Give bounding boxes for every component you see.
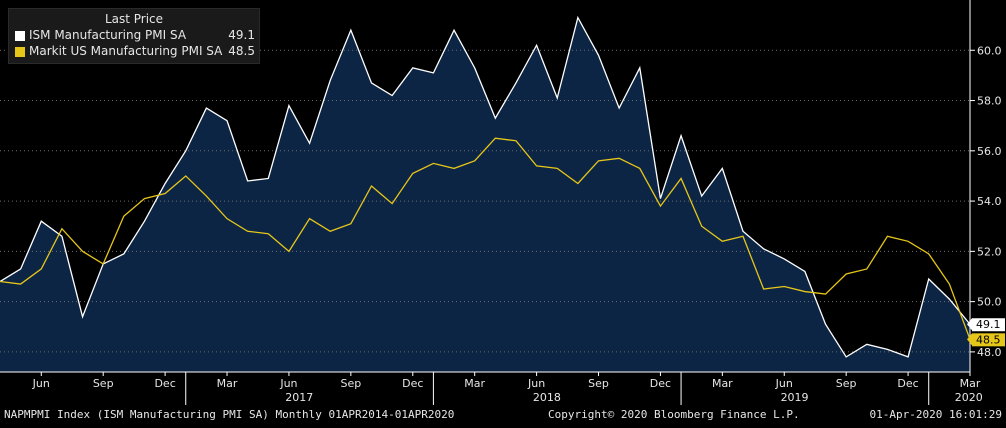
y-tick-label-50.0: 50.0 [977, 296, 1002, 309]
legend-value-ism: 49.1 [228, 28, 255, 42]
series-line-markit [0, 137, 971, 340]
x-tick-label-4: Jun [279, 377, 297, 390]
footer-security-info: NAPMPMI Index (ISM Manufacturing PMI SA)… [4, 408, 455, 421]
x-tick-label-6: Dec [402, 377, 423, 390]
x-tick-label-9: Sep [588, 377, 609, 390]
ism-area [0, 17, 970, 372]
footer-copyright: Copyright© 2020 Bloomberg Finance L.P. [548, 408, 800, 421]
y-tick-label-60.0: 60.0 [977, 44, 1002, 57]
legend: Last Price ISM Manufacturing PMI SA 49.1… [8, 8, 260, 64]
x-tick-label-10: Dec [650, 377, 671, 390]
x-tick-label-0: Jun [32, 377, 50, 390]
x-tick-label-11: Mar [712, 377, 733, 390]
year-label-2018: 2018 [533, 391, 561, 404]
year-label-2019: 2019 [781, 391, 809, 404]
x-tick-label-1: Sep [93, 377, 114, 390]
x-tick-label-13: Sep [836, 377, 857, 390]
x-tick-label-8: Jun [527, 377, 545, 390]
x-tick-label-15: Mar [960, 377, 981, 390]
x-tick-label-3: Mar [217, 377, 238, 390]
year-label-2017: 2017 [285, 391, 313, 404]
y-tick-label-56.0: 56.0 [977, 145, 1002, 158]
last-value-label-markit: 48.5 [976, 333, 1001, 346]
x-tick-label-14: Dec [897, 377, 918, 390]
last-value-pointer-markit [967, 333, 972, 346]
footer: NAPMPMI Index (ISM Manufacturing PMI SA)… [0, 406, 1006, 424]
legend-item-markit: Markit US Manufacturing PMI SA 48.5 [13, 44, 257, 60]
last-value-pointer-ism [967, 318, 972, 331]
y-tick-label-58.0: 58.0 [977, 95, 1002, 108]
x-tick-label-5: Sep [340, 377, 361, 390]
x-tick-label-2: Dec [154, 377, 175, 390]
legend-value-markit: 48.5 [228, 44, 255, 58]
legend-swatch-markit [15, 47, 25, 57]
x-tick-label-7: Mar [464, 377, 485, 390]
legend-title: Last Price [104, 12, 164, 26]
legend-name-markit: Markit US Manufacturing PMI SA [29, 44, 223, 58]
last-value-label-ism: 49.1 [976, 318, 1001, 331]
y-tick-label-48.0: 48.0 [977, 346, 1002, 359]
x-tick-label-12: Jun [775, 377, 793, 390]
legend-swatch-ism [15, 31, 25, 41]
y-tick-label-52.0: 52.0 [977, 245, 1002, 258]
legend-name-ism: ISM Manufacturing PMI SA [29, 28, 187, 42]
last-value-box-ism [972, 318, 1005, 332]
legend-item-ism: ISM Manufacturing PMI SA 49.1 [13, 28, 257, 44]
last-value-box-markit [972, 333, 1005, 347]
footer-timestamp: 01-Apr-2020 16:01:29 [869, 408, 1002, 421]
series-line-ism [0, 15, 971, 358]
year-label-2020: 2020 [955, 391, 983, 404]
y-tick-label-54.0: 54.0 [977, 195, 1002, 208]
